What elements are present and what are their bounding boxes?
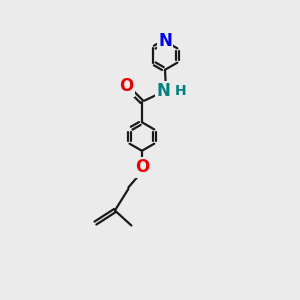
Text: O: O <box>119 77 134 95</box>
Text: H: H <box>175 84 187 98</box>
Text: N: N <box>158 32 172 50</box>
Text: N: N <box>157 82 170 100</box>
Text: O: O <box>135 158 149 176</box>
